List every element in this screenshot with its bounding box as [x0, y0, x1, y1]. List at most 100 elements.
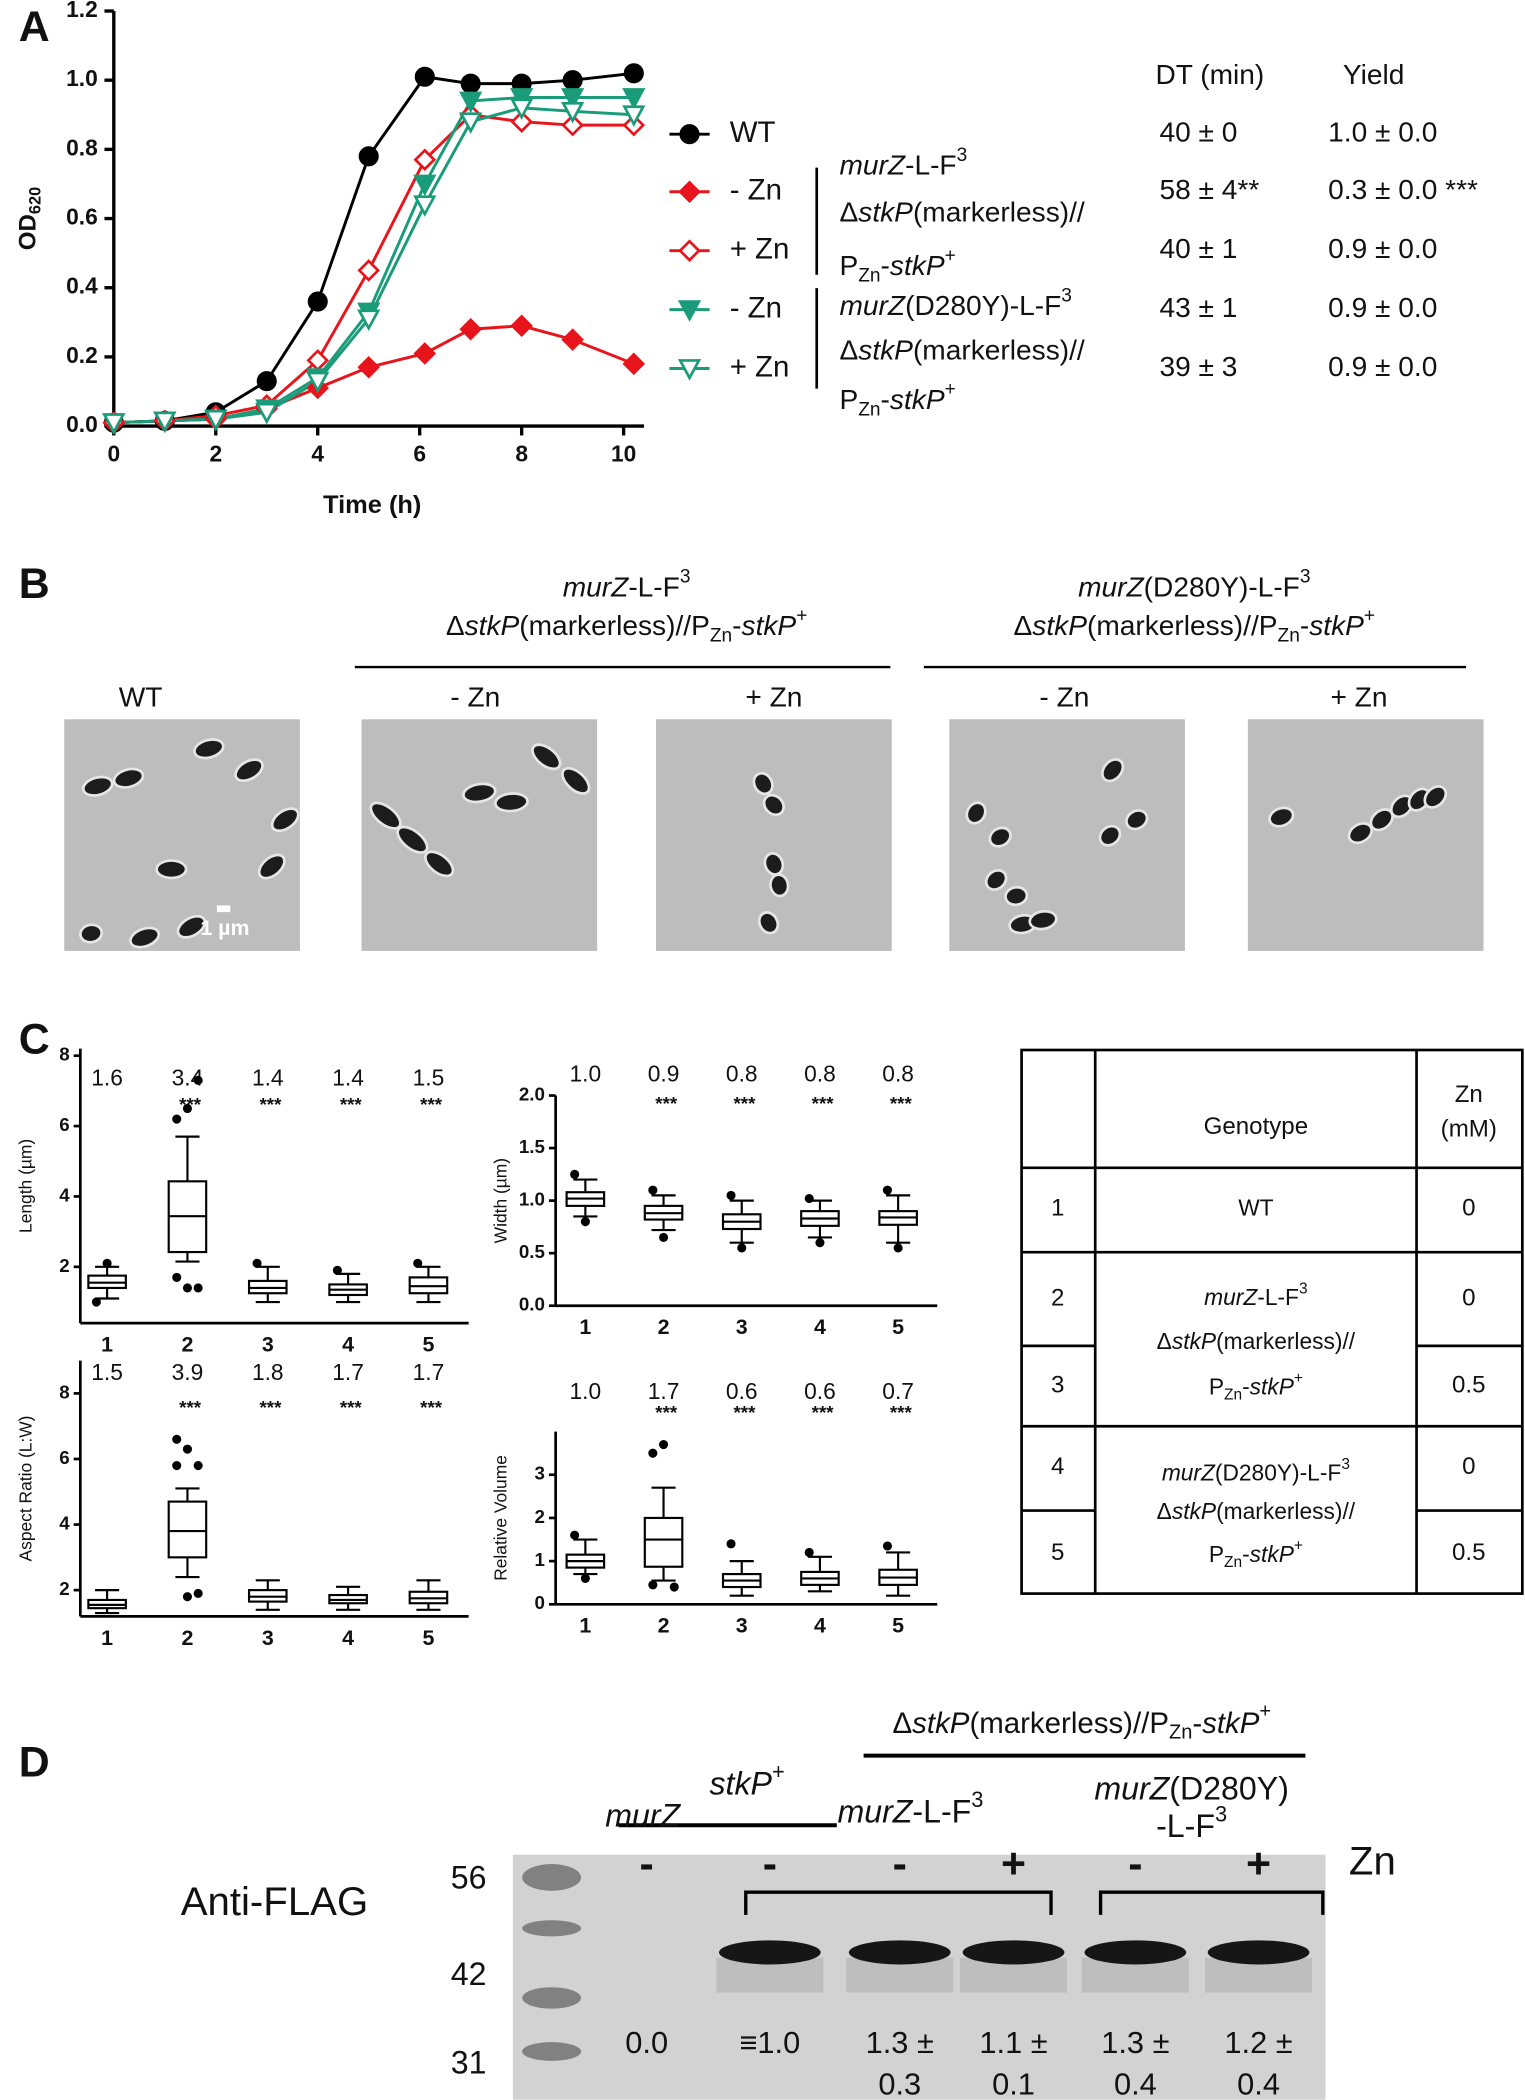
y-axis-label: Width (µm)	[491, 1158, 511, 1243]
text-segment: -L-F	[912, 1794, 971, 1830]
text-segment: -L-F	[628, 572, 680, 603]
mw-marker: 42	[451, 1956, 487, 1992]
legend-marker	[678, 239, 701, 262]
marker	[561, 101, 585, 124]
outlier	[182, 1283, 192, 1293]
outlier	[726, 1539, 736, 1549]
whisker-low	[336, 1603, 361, 1611]
text-segment: Δ	[1157, 1498, 1172, 1524]
cell	[531, 743, 562, 771]
text-segment: murZ	[837, 1794, 913, 1830]
marker	[622, 105, 646, 127]
text-segment: 3	[1341, 1456, 1350, 1473]
mean-label: 1.7	[332, 1359, 364, 1385]
text-segment: -	[1242, 1374, 1250, 1400]
significance-label: ***	[260, 1397, 283, 1418]
whisker-high	[573, 1178, 598, 1193]
cell	[752, 771, 774, 796]
ladder-band	[522, 1920, 582, 1937]
marker	[623, 63, 644, 84]
whisker-low	[95, 1287, 120, 1300]
text-segment: +	[945, 379, 956, 400]
text-segment: stkP	[1172, 1328, 1217, 1354]
mean-label: 0.8	[882, 1060, 914, 1086]
y-tick-label: 6	[59, 1447, 69, 1468]
text-segment: 3	[1300, 567, 1311, 588]
outlier	[804, 1547, 814, 1558]
quant-label: 0.3	[878, 2066, 921, 2100]
quant-label: 1.3 ±	[1101, 2025, 1169, 2060]
micrograph	[656, 719, 892, 951]
marker	[357, 309, 381, 332]
text-segment: murZ	[839, 291, 905, 322]
table-cell: 0	[1462, 1284, 1475, 1311]
outlier	[669, 1582, 679, 1592]
cell	[462, 782, 497, 804]
cell	[234, 758, 264, 783]
text-segment: +	[1294, 1370, 1303, 1387]
mean-label: 1.7	[648, 1378, 680, 1404]
table-cell: 0.5	[1452, 1371, 1486, 1398]
whisker-low	[416, 1603, 441, 1611]
outlier	[804, 1193, 814, 1204]
marker	[459, 91, 483, 114]
text-segment: Zn	[858, 266, 880, 287]
text-segment: stkP	[1250, 1541, 1295, 1567]
marker	[622, 352, 646, 376]
group-header: murZ-L-F3	[563, 567, 691, 603]
band	[718, 1940, 821, 1965]
outlier	[570, 1169, 580, 1179]
micrograph	[949, 719, 1185, 951]
whisker-low	[336, 1294, 361, 1304]
quant-label: 1.1 ±	[979, 2025, 1047, 2060]
bracket	[1098, 1890, 1325, 1915]
x-axis-label: Time (h)	[323, 491, 421, 519]
text-segment: Δ	[446, 611, 465, 642]
outlier	[815, 1238, 825, 1248]
marker	[561, 88, 585, 110]
marker	[413, 195, 437, 217]
text-segment: stkP	[1250, 1374, 1295, 1400]
outlier	[172, 1434, 182, 1444]
outlier	[726, 1190, 736, 1200]
cell	[988, 826, 1012, 848]
row-label: Anti-FLAG	[181, 1879, 368, 1924]
mean-label: 0.8	[726, 1060, 758, 1086]
cell	[1125, 809, 1149, 831]
table-genotype: PZn-stkP+	[1209, 1538, 1303, 1571]
y-tick-label: 0.5	[519, 1241, 545, 1262]
cell	[369, 801, 402, 830]
marker	[204, 409, 228, 432]
outlier	[172, 1114, 182, 1124]
significance-label: ***	[812, 1402, 835, 1423]
table-cell: 0.5	[1452, 1539, 1486, 1566]
marker	[306, 371, 330, 394]
y-tick-label: 0.0	[66, 411, 98, 437]
outlier	[659, 1232, 669, 1242]
significance-label: ***	[420, 1397, 443, 1418]
x-tick-label: 4	[814, 1315, 826, 1339]
y-tick-label: 0.2	[66, 342, 98, 368]
zn-sign: -	[893, 1840, 907, 1888]
text-segment: Zn	[1278, 626, 1300, 647]
significance-label: ***	[420, 1094, 443, 1115]
text-segment: +	[1364, 605, 1375, 626]
outlier	[172, 1272, 182, 1282]
quant-label: 0.1	[992, 2066, 1035, 2100]
x-tick-label: 2	[658, 1614, 670, 1638]
text-segment: -	[1300, 611, 1309, 642]
whisker-low	[255, 1293, 280, 1304]
quant-label: ≡1.0	[739, 2025, 800, 2060]
marker	[357, 356, 380, 379]
x-tick-label: 5	[892, 1315, 904, 1339]
marker	[561, 113, 584, 137]
y-tick-label: 1	[535, 1549, 545, 1570]
outlier	[882, 1541, 892, 1551]
x-tick-label: 5	[422, 1333, 434, 1357]
image-label: + Zn	[745, 682, 802, 713]
marker	[256, 371, 277, 392]
band	[962, 1940, 1065, 1965]
significance-label: ***	[655, 1402, 678, 1423]
table-frame	[1020, 1048, 1524, 1595]
legend-label: WT	[730, 116, 776, 149]
